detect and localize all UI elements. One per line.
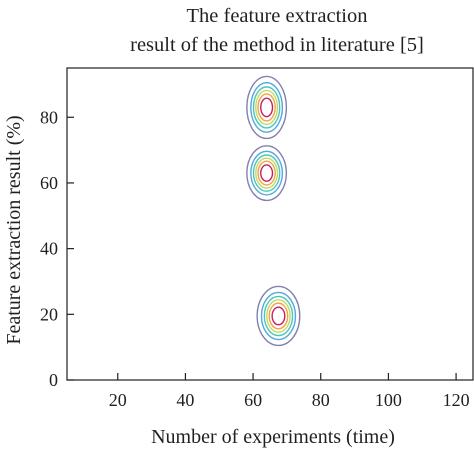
contour-line	[266, 299, 291, 333]
contour-line	[255, 89, 279, 126]
x-tick-label: 100	[375, 390, 402, 410]
contour-peak-3	[256, 285, 301, 347]
x-axis-label: Number of experiments (time)	[151, 426, 395, 448]
plot-frame	[66, 67, 474, 381]
x-tick-label: 80	[312, 390, 330, 410]
contour-line	[260, 164, 274, 182]
x-tick-label: 20	[109, 390, 127, 410]
x-tick-label: 120	[443, 390, 470, 410]
y-tick-label: 60	[40, 173, 58, 193]
contour-line	[257, 160, 276, 186]
contour-line	[263, 295, 294, 337]
contour-line	[257, 93, 276, 122]
y-tick-label: 80	[40, 107, 58, 127]
contour-line	[250, 150, 284, 196]
x-tick-label: 40	[176, 390, 194, 410]
contour-peak-1	[246, 75, 288, 140]
y-tick-label: 20	[40, 304, 58, 324]
x-tick-label: 60	[244, 390, 262, 410]
contour-peak-2	[246, 145, 288, 202]
y-tick-label: 0	[49, 370, 58, 390]
contour-line	[255, 157, 279, 189]
y-axis-label: Feature extraction result (%)	[3, 115, 25, 344]
contour-line	[268, 302, 289, 330]
y-tick-label: 40	[40, 239, 58, 259]
contour-line	[246, 75, 288, 140]
chart-title-line-1: The feature extraction	[187, 5, 368, 27]
contour-line	[252, 86, 281, 129]
contour-line	[260, 97, 274, 118]
y-axis: 0 20 40 60 80	[40, 107, 74, 390]
contour-line	[271, 306, 286, 326]
contour-marks	[246, 75, 301, 347]
contour-line	[256, 285, 301, 347]
contour-line	[260, 291, 297, 341]
contour-line	[252, 154, 281, 192]
x-axis: 20 40 60 80 100 120	[109, 373, 470, 410]
contour-line	[246, 145, 288, 202]
chart-title-line-2: result of the method in literature [5]	[130, 34, 424, 56]
contour-line	[250, 81, 284, 133]
